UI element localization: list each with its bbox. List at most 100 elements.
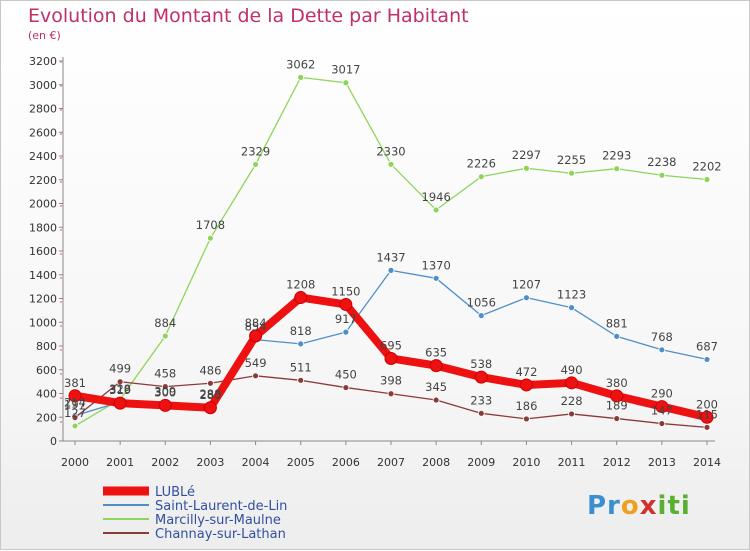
data-label: 2297 bbox=[512, 148, 541, 162]
data-point bbox=[519, 378, 533, 392]
data-point bbox=[68, 389, 82, 403]
data-point bbox=[429, 359, 443, 373]
data-label: 768 bbox=[651, 330, 673, 344]
data-label: 549 bbox=[245, 356, 267, 370]
data-label: 328 bbox=[109, 382, 131, 396]
chart-subtitle: (en €) bbox=[28, 29, 61, 42]
data-label: 486 bbox=[199, 363, 221, 377]
y-tick-label: 1600 bbox=[29, 245, 57, 258]
x-tick-label: 2010 bbox=[512, 456, 540, 469]
data-point bbox=[387, 160, 395, 168]
data-point bbox=[655, 400, 669, 414]
data-label: 380 bbox=[606, 376, 628, 390]
data-label: 1123 bbox=[557, 288, 586, 302]
data-label: 127 bbox=[64, 406, 86, 420]
data-label: 228 bbox=[561, 394, 583, 408]
x-tick-label: 2000 bbox=[61, 456, 89, 469]
data-point bbox=[703, 356, 711, 363]
data-point bbox=[342, 328, 350, 336]
data-label: 115 bbox=[696, 407, 718, 421]
data-label: 2293 bbox=[602, 149, 631, 163]
data-point bbox=[432, 274, 440, 282]
data-point bbox=[71, 422, 79, 430]
data-label: 818 bbox=[290, 324, 312, 338]
y-tick-label: 600 bbox=[36, 364, 57, 377]
data-label: 189 bbox=[606, 399, 628, 413]
data-label: 687 bbox=[696, 339, 718, 353]
data-label: 458 bbox=[154, 367, 176, 381]
y-tick-label: 0 bbox=[50, 435, 57, 448]
legend-label: Channay-sur-Lathan bbox=[155, 527, 286, 542]
data-label: 2226 bbox=[467, 157, 496, 171]
data-label: 1150 bbox=[331, 284, 360, 298]
data-label: 3062 bbox=[286, 57, 315, 71]
data-point bbox=[658, 420, 666, 427]
data-point bbox=[568, 169, 575, 177]
data-label: 884 bbox=[154, 316, 176, 330]
data-point bbox=[158, 398, 172, 412]
data-label: 300 bbox=[154, 385, 176, 399]
y-tick-label: 1400 bbox=[29, 269, 57, 282]
data-point bbox=[477, 409, 485, 417]
data-label: 450 bbox=[335, 368, 357, 382]
data-label: 2238 bbox=[647, 155, 676, 169]
data-label: 1056 bbox=[467, 296, 496, 310]
data-point bbox=[207, 379, 214, 387]
x-tick-label: 2011 bbox=[558, 456, 586, 469]
data-label: 197 bbox=[64, 398, 86, 412]
data-point bbox=[116, 378, 124, 386]
data-label: 2255 bbox=[557, 153, 586, 167]
data-label: 1207 bbox=[512, 278, 541, 292]
data-label: 538 bbox=[470, 357, 492, 371]
x-tick-label: 2001 bbox=[106, 456, 134, 469]
data-label: 472 bbox=[515, 365, 537, 379]
x-tick-label: 2013 bbox=[648, 456, 676, 469]
x-tick-label: 2006 bbox=[332, 456, 360, 469]
proxiti-logo: Proxiti bbox=[587, 491, 691, 521]
y-tick-label: 2200 bbox=[29, 174, 57, 187]
data-point bbox=[432, 206, 440, 214]
data-point bbox=[252, 372, 259, 380]
legend-label: LUBLé bbox=[155, 485, 195, 500]
data-label: 147 bbox=[651, 404, 673, 418]
data-label: 233 bbox=[470, 393, 492, 407]
data-point bbox=[523, 294, 530, 302]
data-label: 1708 bbox=[196, 218, 225, 232]
data-point bbox=[342, 384, 350, 391]
data-point bbox=[113, 396, 127, 410]
data-point bbox=[568, 304, 575, 312]
x-tick-label: 2014 bbox=[693, 456, 721, 469]
data-label: 2329 bbox=[241, 144, 270, 158]
x-tick-label: 2003 bbox=[196, 456, 224, 469]
data-label: 1437 bbox=[376, 250, 405, 264]
data-point bbox=[71, 414, 79, 422]
data-point bbox=[297, 73, 305, 81]
data-point bbox=[474, 370, 488, 384]
x-tick-label: 2005 bbox=[287, 456, 315, 469]
data-point bbox=[568, 410, 575, 418]
y-tick-label: 1000 bbox=[29, 316, 57, 329]
data-point bbox=[613, 165, 621, 173]
data-label: 214 bbox=[64, 396, 86, 410]
data-label: 499 bbox=[109, 362, 131, 376]
data-label: 186 bbox=[515, 399, 537, 413]
data-point bbox=[613, 332, 621, 340]
y-tick-label: 1800 bbox=[29, 221, 57, 234]
data-point bbox=[207, 234, 214, 242]
data-label: 1370 bbox=[422, 258, 451, 272]
data-point bbox=[252, 161, 259, 168]
data-point bbox=[658, 346, 666, 354]
data-label: 3017 bbox=[331, 63, 360, 77]
data-label: 381 bbox=[64, 376, 86, 390]
data-label: 695 bbox=[380, 338, 402, 352]
data-label: 511 bbox=[290, 360, 312, 374]
y-tick-label: 2600 bbox=[29, 126, 57, 139]
data-label: 881 bbox=[606, 316, 628, 330]
data-point bbox=[703, 423, 711, 431]
x-tick-label: 2007 bbox=[377, 456, 405, 469]
data-point bbox=[523, 415, 530, 423]
y-tick-label: 2800 bbox=[29, 103, 57, 116]
y-tick-label: 200 bbox=[36, 411, 57, 424]
y-tick-label: 2400 bbox=[29, 150, 57, 163]
